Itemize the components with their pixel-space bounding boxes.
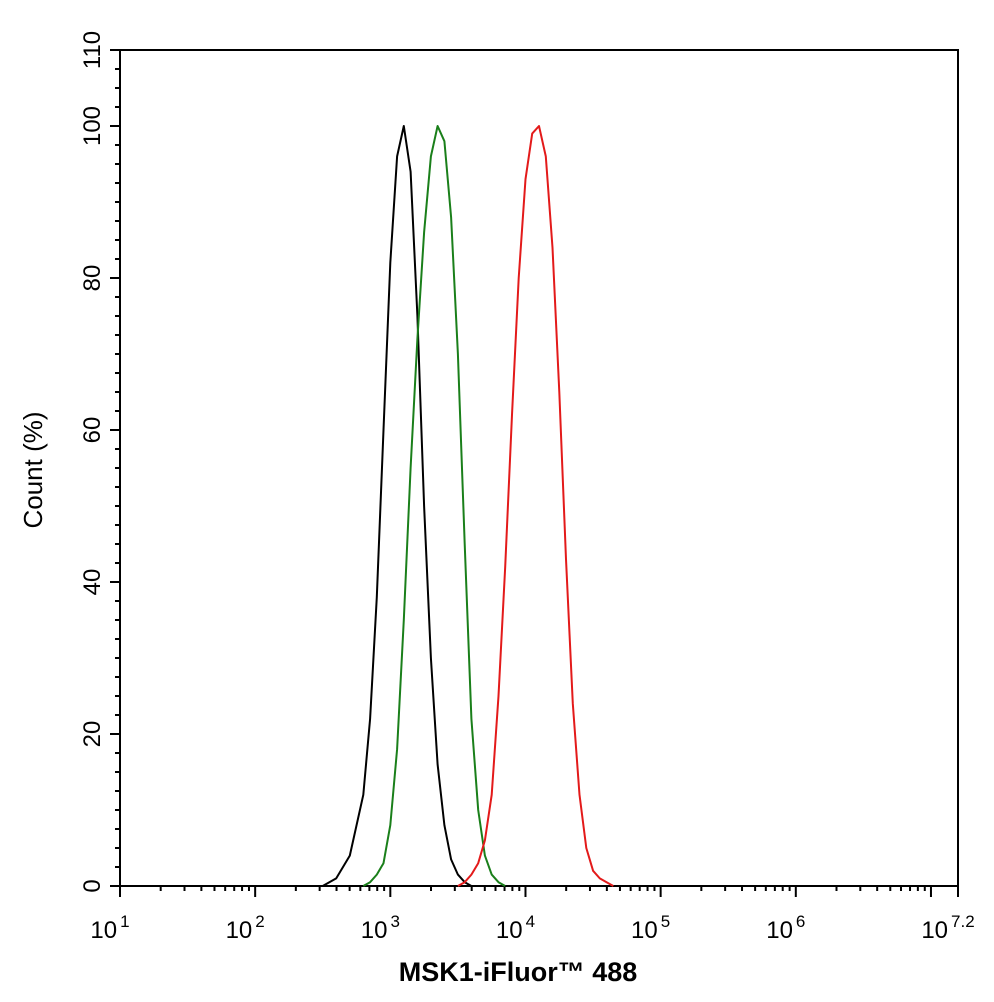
x-tick-label: 10 3 (361, 912, 400, 944)
x-tick-label: 10 5 (631, 912, 670, 944)
y-tick-label: 40 (79, 569, 106, 596)
y-tick-label: 20 (79, 721, 106, 748)
series-layer (322, 125, 614, 887)
x-tick-label: 10 7.2 (921, 912, 974, 944)
plot-frame (119, 49, 959, 887)
x-tick-label: 10 1 (90, 912, 129, 944)
y-axis-title: Count (%) (18, 411, 48, 528)
y-tick-label: 100 (79, 106, 106, 146)
y-axis-ticks: 0 20 40 60 80 100 110 (79, 31, 120, 893)
y-tick-label: 80 (79, 265, 106, 292)
series-line-1 (322, 125, 472, 887)
series-line-3 (457, 125, 614, 887)
y-tick-label: 60 (79, 417, 106, 444)
y-tick-label: 0 (79, 879, 106, 892)
x-tick-label: 10 4 (496, 912, 535, 944)
series-line-2 (362, 125, 506, 887)
y-tick-label: 110 (79, 31, 106, 69)
x-tick-label: 10 2 (226, 912, 265, 944)
x-tick-label: 10 6 (766, 912, 805, 944)
x-axis-title: MSK1-iFluor™ 488 (399, 957, 638, 987)
x-axis-ticks: 10 1 10 2 10 3 10 4 10 5 10 6 10 7.2 (90, 886, 975, 944)
